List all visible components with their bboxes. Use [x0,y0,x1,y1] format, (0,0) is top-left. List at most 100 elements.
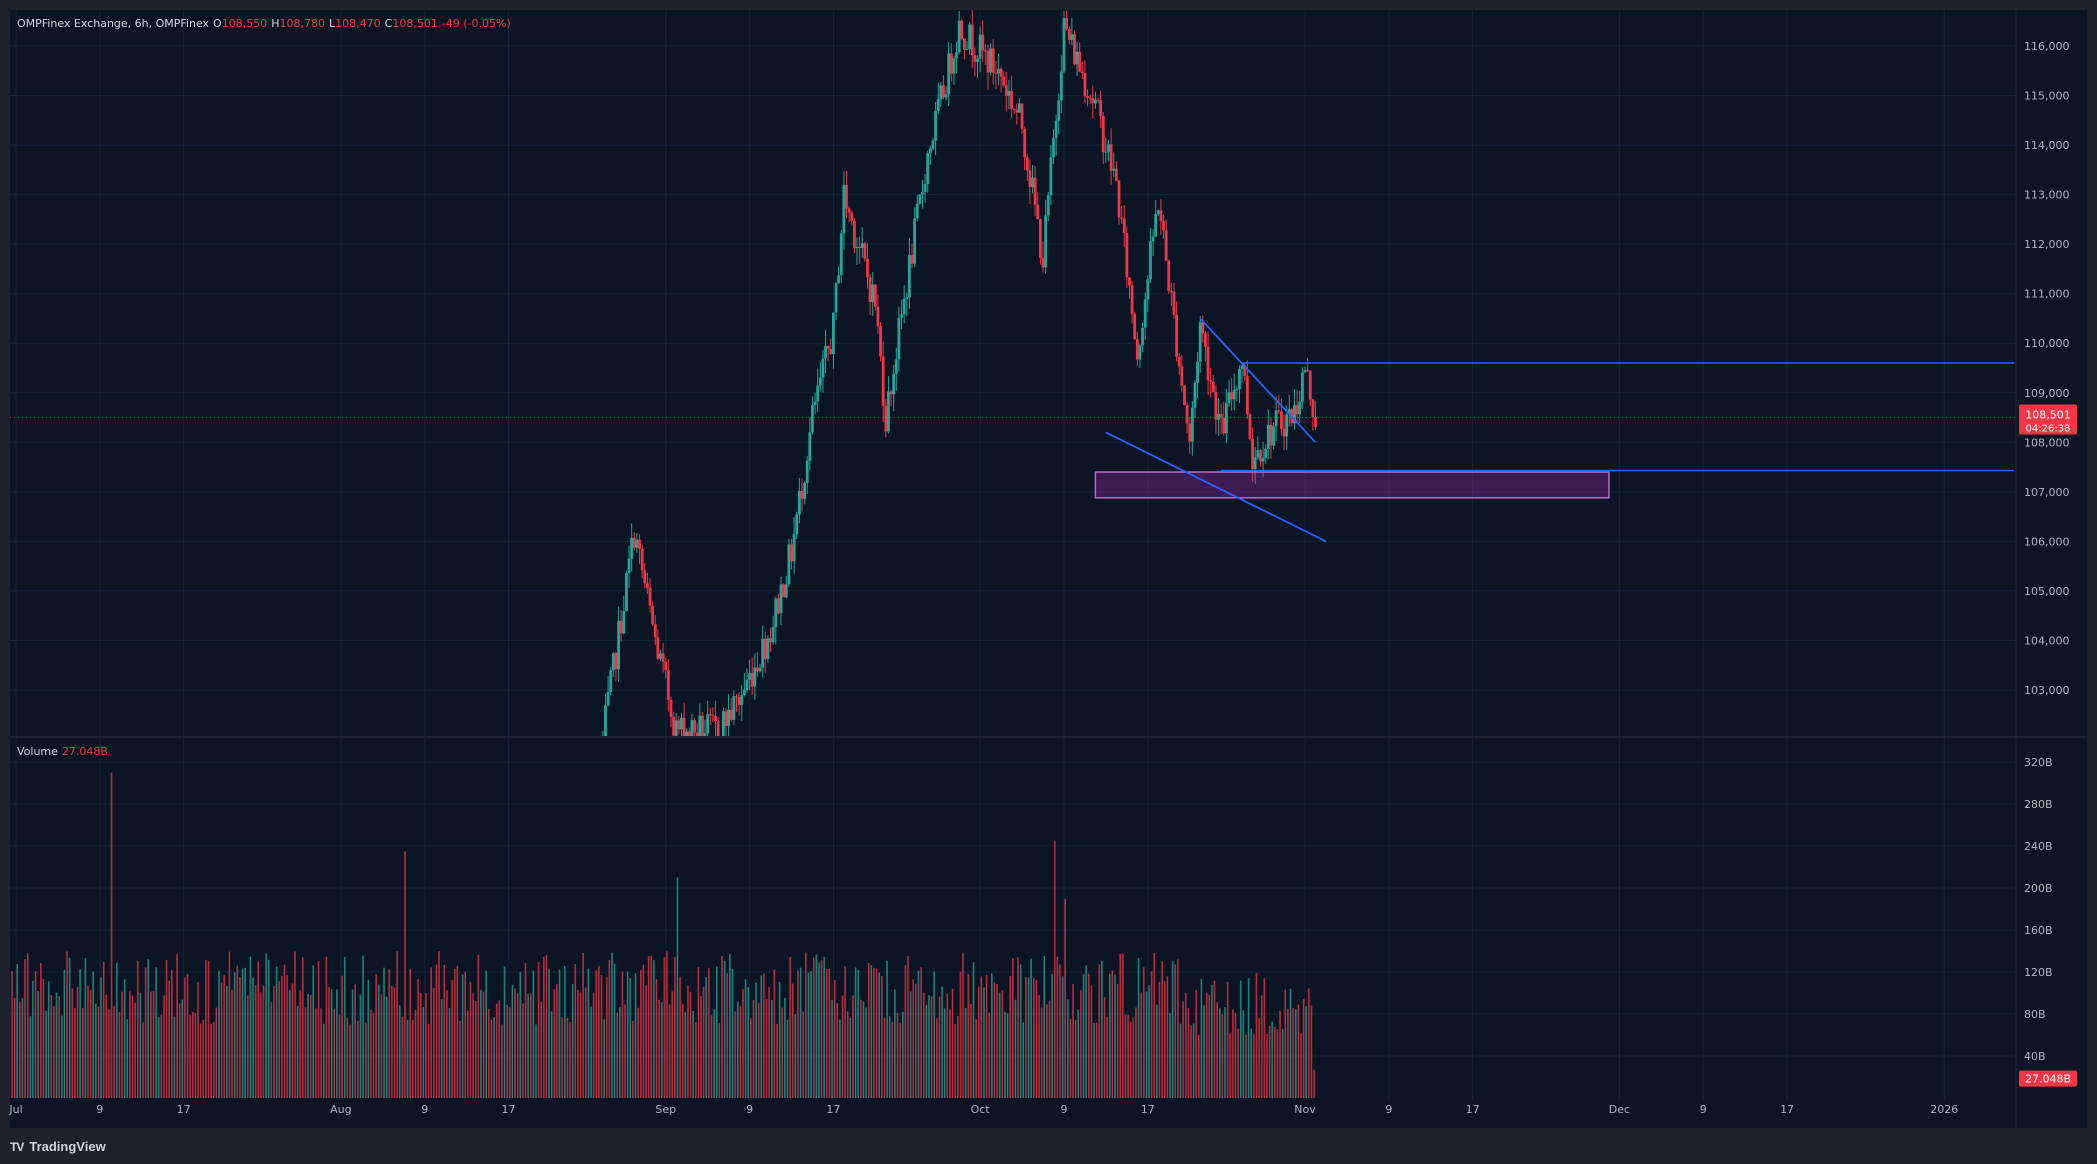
candle-body [1308,370,1312,400]
volume-bar [912,979,915,1098]
volume-bar [1067,999,1069,1098]
candle-body [1183,385,1186,406]
candle-body [997,68,1000,74]
volume-bar [658,999,660,1098]
candle-body [871,284,875,303]
volume-bar [972,962,975,1098]
volume-bar [446,990,448,1098]
candle-body [936,99,940,111]
volume-bar [1266,1034,1268,1098]
tradingview-brand[interactable]: TV TradingView [10,1139,106,1154]
volume-bar [1080,990,1082,1098]
volume-bar [915,983,917,1098]
high-label: H [271,17,280,30]
volume-bar [1103,997,1106,1098]
candle-body [1261,458,1265,462]
volume-bar [577,989,579,1098]
candle-body [1036,204,1040,220]
volume-bar [684,1012,687,1098]
candle-body [1046,195,1050,216]
volume-bar [472,993,474,1098]
volume-bar [553,989,556,1098]
volume-bar [1187,1007,1190,1098]
price-tick-label: 104,000 [2024,634,2070,647]
volume-bar [186,974,189,1098]
volume-bar [739,1006,742,1098]
volume-bar [406,1019,409,1098]
price-badge-countdown: 04:26:38 [2026,423,2071,434]
volume-bar [550,1011,553,1098]
wedge-lower-trendline[interactable] [1105,431,1327,543]
volume-bar [579,992,582,1098]
volume-bar [181,999,184,1098]
candle-body [1109,144,1113,171]
volume-bar [870,965,873,1098]
candle-body [1209,380,1213,382]
volume-bar [1195,989,1198,1098]
volume-bar [13,997,16,1098]
candle-body [892,373,896,395]
volume-bar [480,989,482,1098]
candle-body [643,570,647,584]
footer-bar [0,1128,2097,1164]
volume-bar [1014,999,1017,1098]
candle-body [1135,339,1139,360]
candle-body [1206,346,1210,381]
volume-bar [1224,1007,1226,1098]
volume-bar [1258,1018,1260,1098]
volume-bar [115,962,118,1098]
volume-bar [422,1006,425,1098]
volume-bar [296,1006,299,1098]
volume-bar [666,951,668,1098]
volume-bar [37,990,39,1098]
wedge-upper-trendline[interactable] [1199,317,1317,443]
volume-bar [223,975,226,1098]
volume-bar [907,955,909,1098]
volume-bar [1302,999,1305,1098]
candle-body [803,482,806,499]
low-label: L [329,17,336,30]
volume-bar [493,1017,495,1098]
volume-bar [865,1007,867,1098]
volume-bar [131,995,134,1098]
symbol-label[interactable]: OMPFinex Exchange, 6h, OMPFinex [17,17,210,30]
volume-bar [194,1012,197,1098]
candle-body [923,184,927,193]
volume-label[interactable]: Volume [17,745,58,758]
volume-bar [1198,1034,1200,1098]
volume-bar [736,1001,739,1098]
volume-bar [828,968,831,1098]
candle-body [1138,345,1142,360]
volume-bar [993,982,996,1098]
volume-bar [233,972,236,1098]
volume-bar [427,1023,430,1098]
volume-bar [364,1022,367,1098]
volume-bar [409,969,412,1098]
volume-bar [820,960,823,1098]
candle-body [756,667,759,672]
candle-body [1235,389,1239,391]
demand-zone-rectangle[interactable] [1094,471,1610,499]
candle-body [646,583,649,588]
volume-bar [582,952,584,1098]
volume-bar [708,968,710,1098]
volume-bar [155,967,157,1098]
volume-bar [1208,994,1211,1098]
candle-body [989,48,993,73]
time-tick-label: Oct [971,1103,991,1116]
volume-bar [1190,1025,1192,1098]
volume-bar [823,956,825,1098]
candle-body [1201,322,1205,334]
volume-bar [854,967,857,1098]
volume-bar [1137,957,1140,1098]
volume-bar [1182,1001,1184,1098]
volume-bar [592,992,595,1098]
volume-bar [24,959,26,1098]
time-tick-label: Dec [1609,1103,1630,1116]
volume-bar [343,957,346,1098]
candle-body [776,598,780,614]
volume-bar [459,1020,461,1098]
candle-body [695,732,699,736]
volume-bar [723,960,726,1098]
